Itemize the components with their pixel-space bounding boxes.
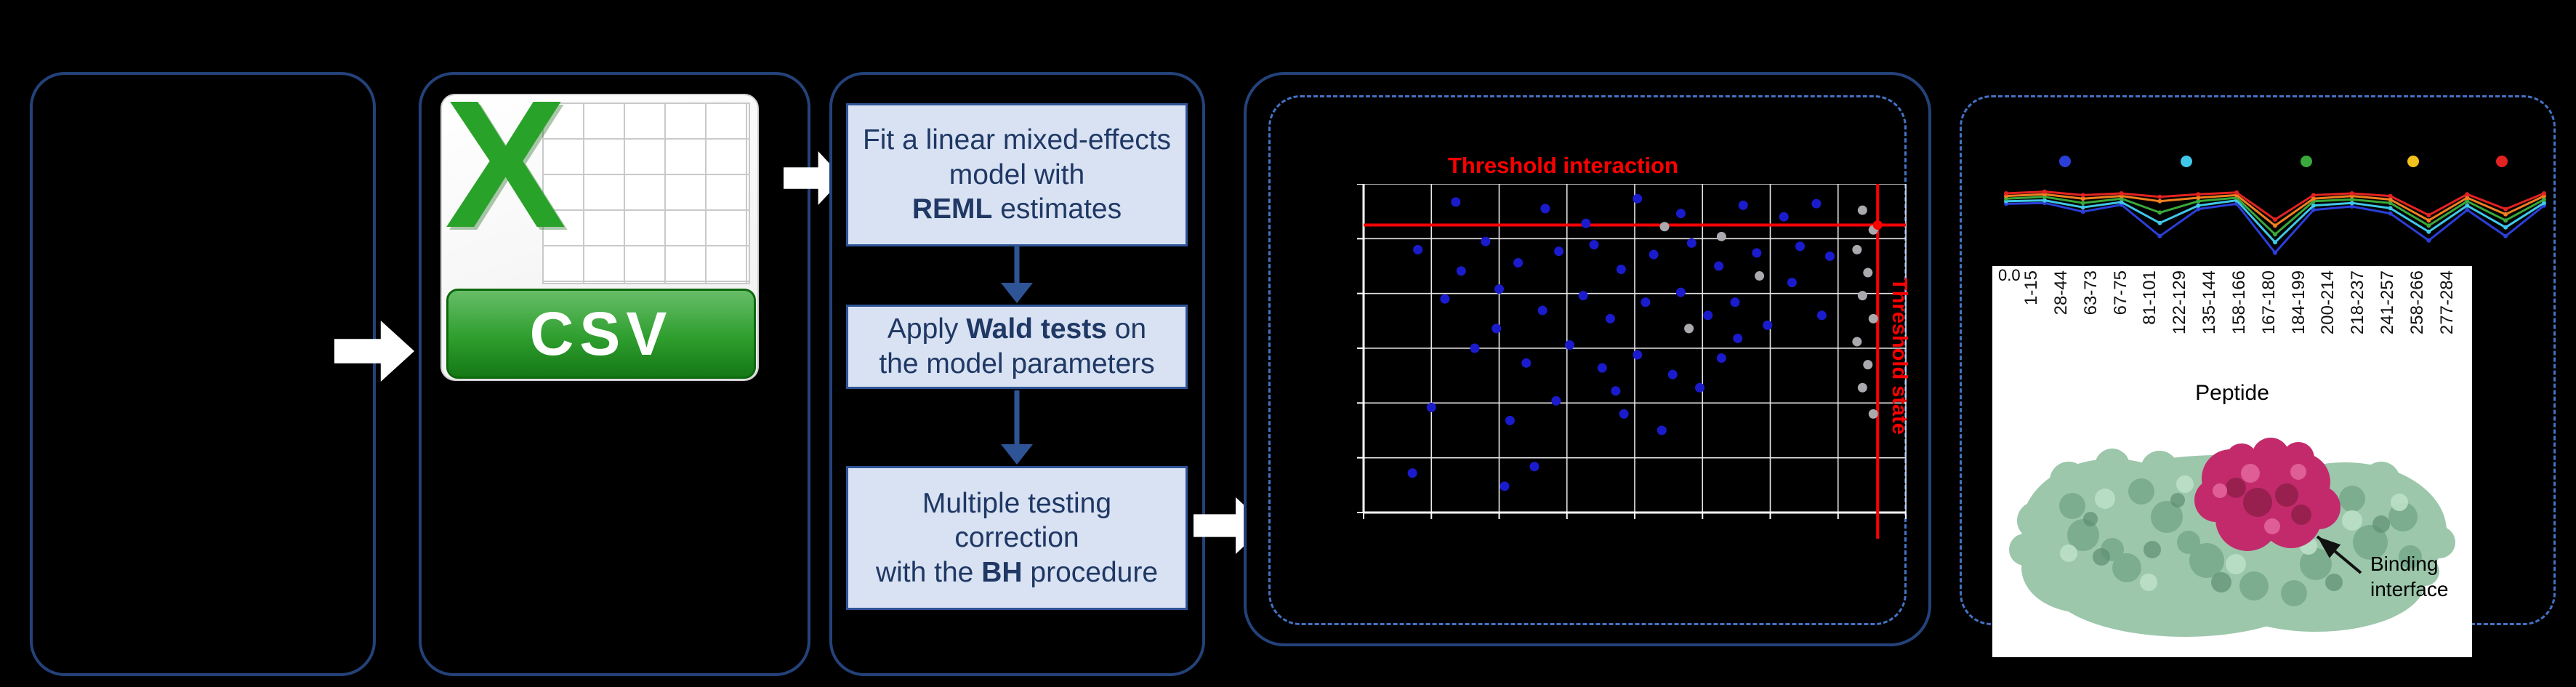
threshold-state-label: Threshold state	[1888, 278, 1911, 435]
legend-dot-icon	[2181, 156, 2192, 167]
protein-structure	[2009, 438, 2455, 637]
peptide-tick-label: 28-44	[2050, 270, 2071, 316]
stat-box-wald: Apply Wald tests on the model parameters	[846, 305, 1188, 389]
raw-data-panel	[30, 72, 376, 676]
stat-box-reml-text: Fit a linear mixed-effects model with RE…	[862, 124, 1172, 225]
protein-highlights	[2060, 475, 2408, 591]
legend-dot-icon	[2496, 156, 2508, 167]
binding-site-shading	[2226, 478, 2311, 525]
stat-box-wald-text: Apply Wald tests on the model parameters	[879, 313, 1155, 379]
peptide-axis-title: Peptide	[2195, 381, 2269, 405]
stat-box-bh-text: Multiple testing correction with the BH …	[875, 487, 1159, 588]
peptide-tick-label: 63-73	[2080, 270, 2101, 316]
peptide-tick-label: 218-237	[2348, 270, 2368, 335]
binding-site-highlights	[2213, 464, 2306, 534]
peptide-tick-label: 158-166	[2229, 270, 2249, 335]
peptide-tick-label: 258-266	[2407, 270, 2427, 335]
peptide-tick-label: 122-129	[2170, 270, 2190, 335]
peptide-axis-labels: 1-15 28-44 63-73 67-75 81-101 122-129 135-144 1…	[2017, 270, 2462, 379]
scatter-plot	[1349, 183, 1920, 542]
peptide-tick-label: 135-144	[2199, 270, 2220, 335]
protein-crevices	[2083, 493, 2390, 592]
uptake-line-chart	[1996, 140, 2554, 265]
down-arrow-icon	[1001, 390, 1033, 465]
spreadsheet-grid-icon	[542, 103, 750, 284]
threshold-interaction-label: Threshold interaction	[1448, 153, 1678, 178]
legend-dot-icon	[2059, 156, 2071, 167]
scatter-results-panel	[1244, 72, 1931, 646]
peptide-tick-label: 1-15	[2021, 270, 2041, 306]
peptide-tick-label: 67-75	[2110, 270, 2130, 316]
stat-box-reml: Fit a linear mixed-effects model with RE…	[846, 103, 1188, 246]
peptide-tick-label: 184-199	[2288, 270, 2309, 335]
peptide-tick-label: 241-257	[2378, 270, 2398, 335]
peptide-tick-label: 81-101	[2140, 270, 2160, 325]
protein-binding-site	[2194, 438, 2340, 551]
stat-box-bh: Multiple testing correction with the BH …	[846, 466, 1188, 610]
peptide-tick-label: 167-180	[2258, 270, 2279, 335]
peptide-tick-label: 200-214	[2318, 270, 2338, 335]
binding-arrow-icon	[2316, 535, 2362, 574]
peptide-results-card: 0.0 1-15 28-44 63-73 67-75 81-101 122-129 135-…	[1992, 266, 2472, 657]
csv-label: CSV	[529, 299, 673, 368]
down-arrow-icon	[1001, 246, 1033, 303]
excel-x-icon: X	[445, 63, 566, 265]
csv-file-icon: X CSV	[440, 73, 759, 381]
legend-dot-icon	[2407, 156, 2419, 167]
uptake-ytick-label: 0.0	[1998, 266, 2021, 284]
binding-interface-label: Binding interface	[2370, 553, 2449, 600]
csv-banner: CSV	[446, 289, 756, 379]
legend-dot-icon	[2301, 156, 2312, 167]
peptide-tick-label: 277-284	[2436, 270, 2457, 335]
